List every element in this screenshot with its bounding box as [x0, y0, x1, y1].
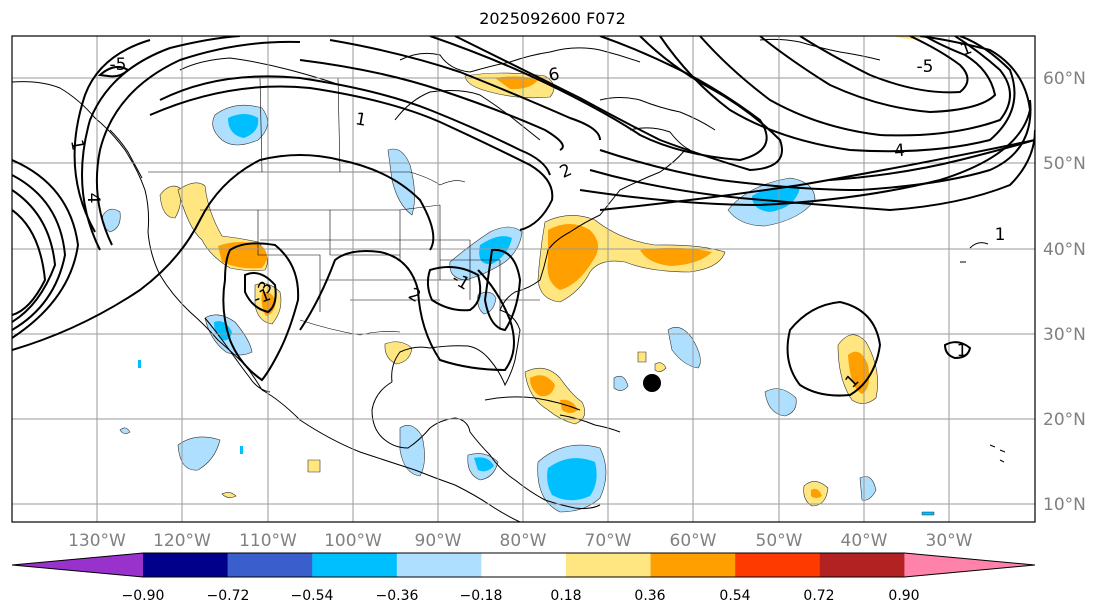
colorbar-segment — [735, 553, 821, 577]
lon-label: 40°W — [841, 531, 888, 551]
lon-label: 70°W — [585, 531, 632, 551]
colorbar-extend-high — [904, 553, 1035, 577]
contour-label: 1 — [66, 138, 88, 152]
lat-label: 60°N — [1043, 69, 1086, 89]
colorbar-segment — [143, 553, 229, 577]
lon-label: 30°W — [926, 531, 973, 551]
colorbar-tick: −0.36 — [376, 588, 419, 604]
colorbar-tick: 0.72 — [803, 588, 834, 604]
colorbar-segment — [227, 553, 313, 577]
colorbar-segment — [650, 553, 736, 577]
colorbar-tick: −0.90 — [122, 588, 165, 604]
colorbar-segment — [566, 553, 652, 577]
lat-label: 30°N — [1043, 325, 1086, 345]
lon-label: 100°W — [324, 531, 382, 551]
colorbar-extend-low — [12, 553, 143, 577]
latitude-labels: 60°N 50°N 40°N 30°N 20°N 10°N — [1043, 69, 1086, 515]
lon-label: 50°W — [756, 531, 803, 551]
colorbar-tick: 0.36 — [634, 588, 665, 604]
lat-label: 10°N — [1043, 495, 1086, 515]
colorbar-segment — [481, 553, 567, 577]
lon-label: 60°W — [670, 531, 717, 551]
lat-label: 40°N — [1043, 240, 1086, 260]
colorbar-tick: −0.18 — [460, 588, 503, 604]
colorbar-tick: 0.90 — [888, 588, 919, 604]
map-frame — [11, 35, 1036, 523]
anomaly-shading — [102, 36, 935, 516]
contour-lines — [12, 36, 1035, 397]
storm-center-marker — [643, 374, 661, 392]
colorbar-outline — [11, 552, 1036, 578]
contour-label: 2 — [405, 284, 424, 307]
lon-label: 130°W — [68, 531, 126, 551]
colorbar-segment — [312, 553, 398, 577]
contour-label: 1 — [354, 109, 368, 131]
lon-label: 80°W — [500, 531, 547, 551]
colorbar-tick: 0.54 — [719, 588, 750, 604]
colorbar — [11, 552, 1036, 578]
contour-label: 1 — [995, 225, 1006, 245]
contour-label: -1 — [251, 285, 274, 310]
lon-label: 110°W — [239, 531, 297, 551]
lat-label: 50°N — [1043, 154, 1086, 174]
contour-label: 4 — [893, 141, 906, 162]
colorbar-tick: −0.54 — [291, 588, 334, 604]
contour-label: 2 — [557, 160, 575, 183]
contour-label: 1 — [957, 341, 968, 361]
longitude-labels: 130°W 120°W 110°W 100°W 90°W 80°W 70°W 6… — [68, 531, 973, 551]
contour-label: -5 — [110, 55, 127, 75]
lat-label: 20°N — [1043, 410, 1086, 430]
lon-label: 120°W — [153, 531, 211, 551]
contour-label: -5 — [917, 57, 934, 77]
colorbar-tick-labels: −0.90 −0.72 −0.54 −0.36 −0.18 0.18 0.36 … — [122, 588, 920, 604]
lon-label: 90°W — [415, 531, 462, 551]
colorbar-segment — [819, 553, 905, 577]
colorbar-segment — [396, 553, 482, 577]
graticule — [12, 36, 1035, 522]
contour-label: 6 — [547, 64, 561, 86]
coastlines — [12, 38, 1006, 522]
colorbar-tick: 0.18 — [550, 588, 581, 604]
colorbar-tick: −0.72 — [207, 588, 250, 604]
contour-label: 4 — [83, 193, 103, 204]
map-title: 2025092600 F072 — [479, 9, 626, 28]
